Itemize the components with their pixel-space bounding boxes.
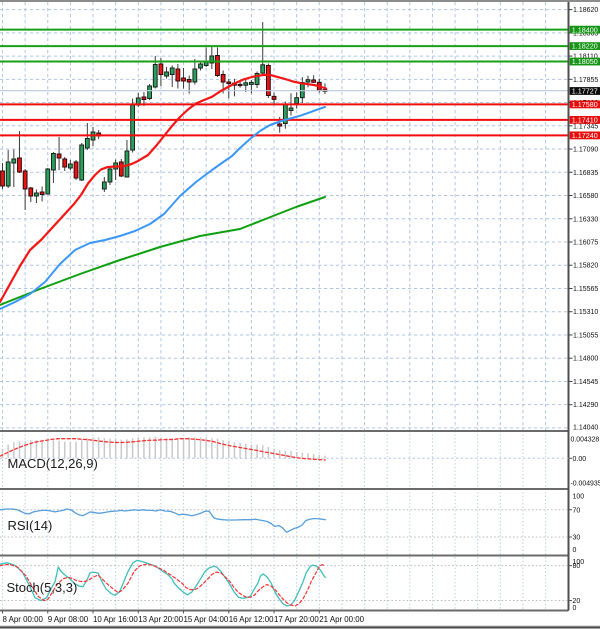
svg-text:0: 0: [573, 605, 577, 612]
svg-text:1.14545: 1.14545: [573, 379, 598, 386]
svg-text:0.00: 0.00: [573, 456, 587, 463]
svg-text:1.17727: 1.17727: [572, 87, 598, 96]
svg-text:1.18400: 1.18400: [572, 25, 598, 34]
svg-text:1.14800: 1.14800: [573, 356, 598, 363]
svg-text:15 Apr 04:00: 15 Apr 04:00: [184, 615, 229, 624]
svg-text:1.16330: 1.16330: [573, 216, 598, 223]
svg-text:17 Apr 20:00: 17 Apr 20:00: [274, 615, 319, 624]
svg-text:1.16580: 1.16580: [573, 193, 598, 200]
svg-text:1.18220: 1.18220: [572, 42, 598, 51]
svg-text:0: 0: [573, 547, 577, 554]
svg-text:1.18050: 1.18050: [572, 57, 598, 66]
svg-text:1.18620: 1.18620: [573, 7, 598, 14]
svg-text:21 Apr 00:00: 21 Apr 00:00: [319, 615, 364, 624]
svg-text:RSI(14): RSI(14): [8, 518, 53, 533]
svg-text:16 Apr 12:00: 16 Apr 12:00: [229, 615, 274, 624]
svg-text:1.15310: 1.15310: [573, 309, 598, 316]
svg-text:1.14290: 1.14290: [573, 402, 598, 409]
svg-text:100: 100: [573, 493, 585, 500]
svg-text:Stoch(5,3,3): Stoch(5,3,3): [7, 580, 78, 595]
svg-text:-0.004935: -0.004935: [571, 480, 600, 487]
svg-text:1.16835: 1.16835: [573, 170, 598, 177]
svg-text:30: 30: [573, 535, 581, 542]
svg-text:70: 70: [573, 507, 581, 514]
svg-text:100: 100: [573, 559, 585, 566]
svg-text:13 Apr 20:00: 13 Apr 20:00: [138, 615, 183, 624]
svg-text:9 Apr 08:00: 9 Apr 08:00: [48, 615, 89, 624]
svg-text:1.15055: 1.15055: [573, 332, 598, 339]
svg-text:1.17580: 1.17580: [572, 100, 598, 109]
svg-text:1.18110: 1.18110: [573, 54, 598, 61]
svg-text:1.17240: 1.17240: [572, 131, 598, 140]
svg-text:0.004328: 0.004328: [571, 436, 600, 443]
svg-text:80: 80: [573, 563, 581, 570]
svg-text:1.14040: 1.14040: [573, 425, 598, 432]
svg-text:1.17855: 1.17855: [573, 77, 598, 84]
svg-text:1.16075: 1.16075: [573, 240, 598, 247]
svg-text:8 Apr 00:00: 8 Apr 00:00: [3, 615, 44, 624]
svg-text:20: 20: [573, 598, 581, 605]
svg-text:1.17345: 1.17345: [573, 123, 598, 130]
svg-text:10 Apr 16:00: 10 Apr 16:00: [93, 615, 138, 624]
svg-text:1.17090: 1.17090: [573, 147, 598, 154]
svg-text:MACD(12,26,9): MACD(12,26,9): [8, 456, 98, 471]
svg-text:1.15820: 1.15820: [573, 263, 598, 270]
svg-text:1.15565: 1.15565: [573, 286, 598, 293]
svg-text:1.18365: 1.18365: [573, 30, 598, 37]
svg-text:1.17410: 1.17410: [572, 116, 598, 125]
